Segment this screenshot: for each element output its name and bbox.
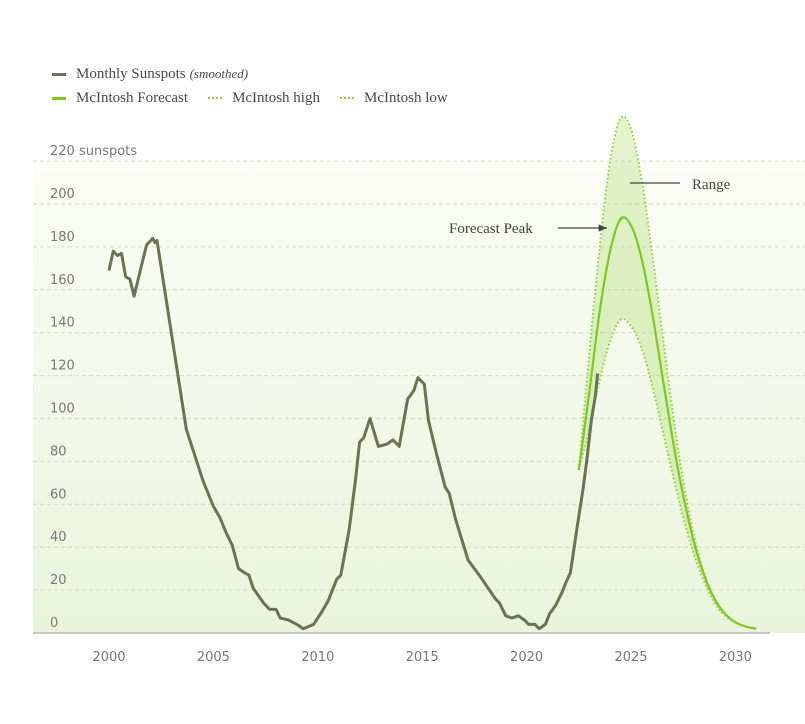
legend-label-forecast: McIntosh Forecast: [76, 89, 189, 106]
y-tick-label: 0: [50, 616, 58, 631]
y-tick-label: 80: [50, 444, 67, 459]
y-tick-label: 40: [50, 530, 67, 545]
x-tick-label: 2010: [301, 650, 334, 665]
legend-swatch-high: [208, 97, 223, 99]
legend-swatch-low: [339, 97, 354, 99]
x-tick-label: 2020: [510, 650, 543, 665]
series-mcintosh-forecast: [577, 216, 757, 630]
y-tick-label: 160: [50, 273, 75, 288]
x-tick-label: 2000: [92, 650, 125, 665]
y-tick-label: 60: [50, 487, 67, 502]
y-tick-label: 200: [50, 187, 75, 202]
series-mcintosh-low: [577, 318, 757, 630]
x-tick-label: 2005: [197, 650, 230, 665]
legend-note-smoothed: (smoothed): [189, 66, 249, 81]
legend-item-low: McIntosh low: [339, 89, 448, 107]
y-tick-label: 100: [50, 402, 75, 417]
legend-swatch-sunspots: [52, 72, 66, 76]
legend-item-sunspots: Monthly Sunspots (smoothed): [52, 66, 248, 83]
legend-item-high: McIntosh high: [208, 90, 320, 107]
series-monthly-sunspots: [107, 236, 600, 631]
legend-swatch-forecast: [52, 96, 66, 100]
annotation-range: Range: [692, 177, 731, 193]
legend-item-forecast: McIntosh Forecast: [52, 90, 188, 107]
series-mcintosh-high: [577, 115, 757, 630]
x-tick-label: 2015: [406, 650, 439, 665]
annotation-forecast-peak: Forecast Peak: [449, 221, 533, 237]
y-tick-label: 120: [50, 359, 75, 374]
y-tick-label: 180: [50, 230, 75, 245]
x-tick-label: 2025: [614, 650, 647, 665]
legend-label-high: McIntosh high: [232, 89, 320, 106]
legend-label-low: McIntosh low: [363, 89, 448, 106]
forecast-range-band: [578, 116, 757, 629]
legend-label-sunspots: Monthly Sunspots: [76, 65, 186, 82]
y-tick-label: 220 sunspots: [50, 144, 137, 159]
plot-background: [33, 161, 805, 633]
chart-legend: Monthly Sunspots (smoothed) McIntosh For…: [52, 62, 468, 110]
x-tick-label: 2030: [719, 650, 752, 665]
y-tick-label: 140: [50, 316, 75, 331]
y-tick-label: 20: [50, 573, 67, 588]
